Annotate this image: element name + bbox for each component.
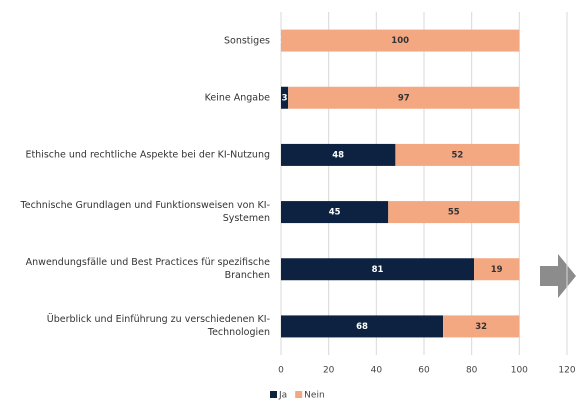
data-label: 81 [372, 265, 384, 275]
y-tick-label: Keine Angabe [204, 92, 270, 104]
data-label: 3 [282, 93, 288, 103]
data-label: 55 [448, 208, 460, 218]
data-label: 45 [329, 208, 341, 218]
y-tick-label: Sonstiges [223, 35, 270, 47]
data-label: 97 [398, 93, 410, 103]
bar-segment [474, 258, 520, 281]
bar-segment [281, 29, 520, 52]
legend-label: Ja [278, 391, 287, 401]
x-tick-label: 60 [418, 366, 430, 376]
bar-segment [281, 86, 289, 109]
bar-segment [281, 258, 475, 281]
y-tick-label: Überblick und Einführung zu verschiedene… [46, 314, 270, 339]
data-label: 68 [356, 322, 368, 332]
x-tick-label: 0 [278, 366, 284, 376]
x-tick-label: 20 [323, 366, 335, 376]
y-tick-label: Anwendungsfälle und Best Practices für s… [25, 257, 270, 282]
data-label: 52 [451, 150, 463, 160]
bar-segment [388, 201, 520, 224]
y-tick-label: Technische Grundlagen und Funktionsweise… [20, 200, 270, 225]
bar-segment [288, 86, 520, 109]
data-label: 32 [475, 322, 487, 332]
bar-segment [281, 315, 444, 338]
legend-swatch [270, 391, 277, 398]
legend-swatch [295, 391, 303, 398]
arrow-decoration [540, 254, 576, 298]
bar-segment [281, 143, 396, 166]
data-label: 48 [332, 150, 344, 160]
x-tick-label: 120 [558, 366, 575, 376]
data-label: 19 [491, 265, 503, 275]
bar-segment [281, 201, 389, 224]
legend-label: Nein [304, 391, 324, 401]
x-tick-label: 40 [371, 366, 383, 376]
x-tick-label: 80 [466, 366, 478, 376]
y-tick-label: Ethische und rechtliche Aspekte bei der … [25, 149, 270, 161]
bar-segment [395, 143, 520, 166]
x-tick-label: 100 [511, 366, 528, 376]
bar-segment [443, 315, 520, 338]
data-label: 100 [391, 36, 409, 46]
